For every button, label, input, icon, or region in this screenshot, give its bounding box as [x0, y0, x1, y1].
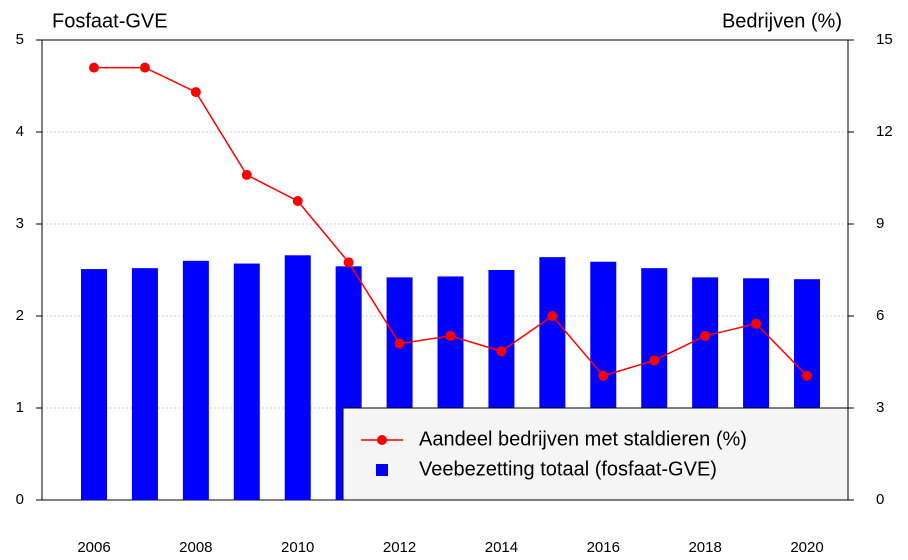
bar — [131, 268, 158, 500]
y2-tick-label: 6 — [876, 307, 884, 324]
bar — [81, 269, 107, 500]
point — [241, 169, 252, 180]
x-tick-label: 2010 — [281, 539, 314, 556]
y2-tick-label: 9 — [876, 215, 884, 232]
y2-axis-title: Bedrijven (%) — [722, 10, 842, 32]
y-tick-label: 0 — [16, 491, 24, 508]
x-tick-label: 2016 — [587, 539, 620, 556]
point — [89, 62, 99, 73]
x-tick-label: 2014 — [485, 539, 518, 556]
y-axis-title: Fosfaat-GVE — [52, 10, 168, 32]
legend-box — [342, 407, 849, 501]
y-tick-label: 4 — [16, 123, 24, 140]
point — [445, 330, 456, 341]
bar — [233, 263, 260, 500]
point — [649, 355, 660, 366]
legend-marker — [376, 464, 388, 476]
y2-tick-label: 0 — [876, 491, 884, 508]
x-tick-label: 2008 — [179, 539, 212, 556]
x-tick-label: 2020 — [790, 539, 823, 556]
y2-tick-label: 12 — [876, 123, 893, 140]
y2-tick-label: 15 — [876, 31, 893, 48]
point — [598, 370, 609, 381]
y-tick-label: 2 — [16, 307, 24, 324]
point — [343, 257, 354, 268]
legend-label: Veebezetting totaal (fosfaat-GVE) — [419, 458, 717, 480]
bar — [284, 255, 311, 500]
point — [139, 62, 150, 73]
legend-marker — [377, 435, 387, 445]
point — [700, 330, 711, 341]
bar — [182, 260, 209, 500]
point — [190, 87, 201, 98]
point — [394, 338, 405, 349]
legend-label: Aandeel bedrijven met staldieren (%) — [419, 428, 747, 450]
x-tick-label: 2018 — [688, 539, 721, 556]
y2-tick-label: 3 — [876, 399, 884, 416]
point — [496, 346, 507, 357]
y-tick-label: 1 — [16, 399, 24, 416]
y-tick-label: 3 — [16, 215, 24, 232]
y-tick-label: 5 — [16, 31, 24, 48]
point — [292, 196, 303, 206]
x-tick-label: 2012 — [383, 539, 416, 556]
point — [751, 318, 762, 329]
point — [802, 370, 812, 381]
point — [547, 311, 558, 321]
x-tick-label: 2006 — [77, 539, 110, 556]
